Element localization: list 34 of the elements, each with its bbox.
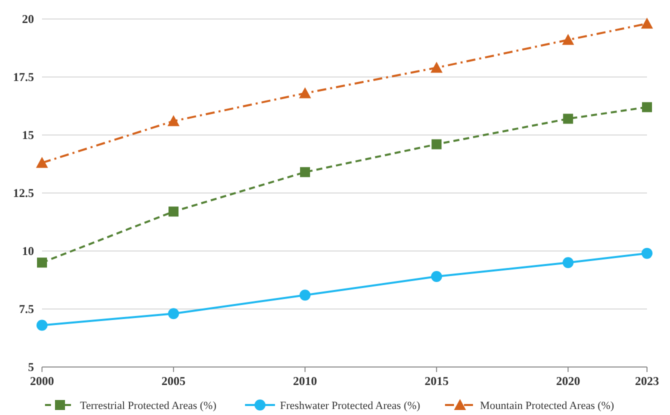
point — [168, 115, 180, 126]
point — [562, 257, 574, 268]
y-tick-label: 17.5 — [13, 70, 34, 84]
x-tick-label: 2023 — [635, 374, 659, 388]
point — [641, 18, 653, 29]
point — [168, 206, 179, 217]
point — [300, 290, 311, 301]
x-tick-label: 2015 — [424, 374, 449, 388]
legend-label: Mountain Protected Areas (%) — [480, 400, 614, 412]
point — [168, 308, 180, 320]
y-tick-label: 20 — [22, 12, 34, 26]
point — [431, 271, 442, 282]
point — [432, 139, 442, 150]
legend-label: Freshwater Protected Areas (%) — [280, 400, 421, 412]
point — [562, 34, 574, 45]
point — [430, 62, 443, 73]
point — [37, 258, 47, 268]
y-tick-label: 12.5 — [13, 186, 34, 200]
point — [642, 102, 652, 112]
x-tick-label: 2020 — [556, 374, 580, 388]
y-tick-label: 5 — [28, 360, 34, 374]
y-tick-label: 7.5 — [19, 302, 34, 316]
point — [299, 87, 312, 98]
point — [642, 248, 652, 259]
point — [300, 167, 310, 178]
x-tick-label: 2005 — [162, 374, 186, 388]
point — [36, 156, 48, 168]
y-tick-label: 10 — [22, 244, 34, 258]
point — [563, 114, 574, 124]
point — [36, 320, 48, 331]
x-tick-label: 2010 — [293, 374, 318, 388]
legend-label: Terrestrial Protected Areas (%) — [80, 400, 217, 412]
y-tick-label: 15 — [22, 128, 34, 142]
x-tick-label: 2000 — [30, 374, 54, 388]
